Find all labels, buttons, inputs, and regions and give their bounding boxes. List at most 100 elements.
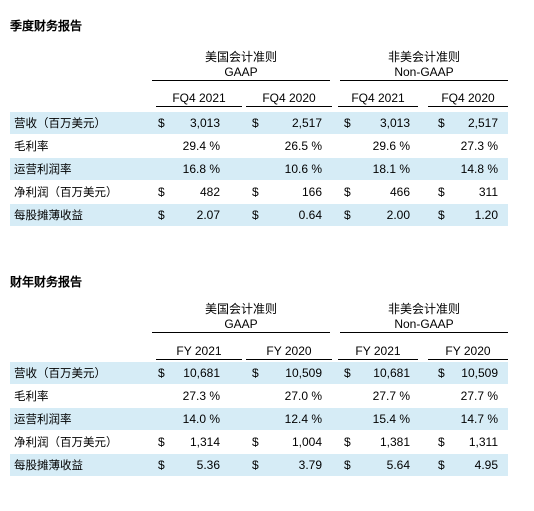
cell-value: 482 — [199, 185, 220, 199]
currency-symbol: $ — [438, 366, 445, 380]
nongaap-label-en: Non-GAAP — [394, 65, 454, 79]
row-label: 毛利率 — [14, 389, 49, 403]
cell-value: 3,013 — [379, 116, 410, 130]
cell-value: 10,681 — [183, 366, 220, 380]
cell-value: 12.4 % — [284, 412, 322, 426]
table-row: 营收（百万美元） $3,013 $2,517 $3,013 $2,517 — [10, 112, 508, 134]
column-header: FY 2020 — [428, 343, 508, 360]
cell-value: 3.79 — [298, 458, 322, 472]
currency-symbol: $ — [158, 208, 165, 222]
cell-value: 5.64 — [386, 458, 410, 472]
nongaap-group-header: 非美会计准则 Non-GAAP — [340, 302, 508, 333]
gaap-label-zh: 美国会计准则 — [204, 302, 277, 316]
currency-symbol: $ — [344, 185, 351, 199]
currency-symbol: $ — [344, 458, 351, 472]
cell-value: 166 — [301, 185, 322, 199]
cell-value: 26.5 % — [284, 139, 322, 153]
currency-symbol: $ — [438, 208, 445, 222]
column-header: FY 2020 — [246, 343, 332, 360]
row-label: 净利润（百万美元） — [14, 435, 118, 449]
table-row: 运营利润率 14.0 % 12.4 % 15.4 % 14.7 % — [10, 408, 508, 430]
currency-symbol: $ — [438, 185, 445, 199]
gaap-group-header: 美国会计准则 GAAP — [152, 50, 330, 81]
column-header: FQ4 2020 — [246, 90, 332, 107]
table-row: 每股摊薄收益 $5.36 $3.79 $5.64 $4.95 — [10, 454, 508, 476]
gaap-label-zh: 美国会计准则 — [204, 50, 277, 64]
cell-value: 3,013 — [189, 116, 220, 130]
currency-symbol: $ — [252, 185, 259, 199]
cell-value: 27.3 % — [460, 139, 498, 153]
cell-value: 2.07 — [196, 208, 220, 222]
table-row: 毛利率 27.3 % 27.0 % 27.7 % 27.7 % — [10, 385, 508, 407]
gaap-label-en: GAAP — [224, 65, 258, 79]
section-title: 季度财务报告 — [10, 19, 83, 33]
row-label: 毛利率 — [14, 139, 49, 153]
cell-value: 2,517 — [467, 116, 498, 130]
column-header: FQ4 2021 — [338, 90, 418, 107]
currency-symbol: $ — [438, 116, 445, 130]
cell-value: 0.64 — [298, 208, 322, 222]
cell-value: 10,509 — [461, 366, 498, 380]
section-title: 财年财务报告 — [10, 275, 83, 289]
cell-value: 10,509 — [285, 366, 322, 380]
currency-symbol: $ — [252, 458, 259, 472]
cell-value: 10,681 — [373, 366, 410, 380]
cell-value: 16.8 % — [182, 162, 220, 176]
cell-value: 27.0 % — [284, 389, 322, 403]
cell-value: 27.3 % — [182, 389, 220, 403]
table-row: 净利润（百万美元） $482 $166 $466 $311 — [10, 181, 508, 203]
gaap-label-en: GAAP — [224, 317, 258, 331]
cell-value: 15.4 % — [372, 412, 410, 426]
table-row: 运营利润率 16.8 % 10.6 % 18.1 % 14.8 % — [10, 158, 508, 180]
currency-symbol: $ — [158, 366, 165, 380]
cell-value: 29.6 % — [372, 139, 410, 153]
currency-symbol: $ — [158, 116, 165, 130]
table-row: 净利润（百万美元） $1,314 $1,004 $1,381 $1,311 — [10, 431, 508, 453]
cell-value: 29.4 % — [182, 139, 220, 153]
table-row: 营收（百万美元） $10,681 $10,509 $10,681 $10,509 — [10, 362, 508, 384]
table-row: 每股摊薄收益 $2.07 $0.64 $2.00 $1.20 — [10, 204, 508, 226]
currency-symbol: $ — [158, 458, 165, 472]
column-header: FY 2021 — [156, 343, 242, 360]
row-label: 净利润（百万美元） — [14, 185, 118, 199]
nongaap-label-zh: 非美会计准则 — [387, 50, 460, 64]
gaap-group-header: 美国会计准则 GAAP — [152, 302, 330, 333]
nongaap-group-header: 非美会计准则 Non-GAAP — [340, 50, 508, 81]
currency-symbol: $ — [252, 116, 259, 130]
row-label: 每股摊薄收益 — [14, 458, 83, 472]
cell-value: 10.6 % — [284, 162, 322, 176]
cell-value: 2.00 — [386, 208, 410, 222]
cell-value: 1,314 — [189, 435, 220, 449]
currency-symbol: $ — [158, 435, 165, 449]
cell-value: 2,517 — [291, 116, 322, 130]
cell-value: 18.1 % — [372, 162, 410, 176]
column-header: FQ4 2021 — [156, 90, 242, 107]
currency-symbol: $ — [344, 116, 351, 130]
row-label: 每股摊薄收益 — [14, 208, 83, 222]
currency-symbol: $ — [252, 366, 259, 380]
cell-value: 1,004 — [291, 435, 322, 449]
cell-value: 311 — [478, 185, 498, 199]
currency-symbol: $ — [344, 208, 351, 222]
nongaap-label-en: Non-GAAP — [394, 317, 454, 331]
currency-symbol: $ — [438, 435, 445, 449]
row-label: 营收（百万美元） — [14, 116, 106, 130]
currency-symbol: $ — [438, 458, 445, 472]
column-header: FQ4 2020 — [428, 90, 508, 107]
cell-value: 5.36 — [196, 458, 220, 472]
currency-symbol: $ — [158, 185, 165, 199]
cell-value: 4.95 — [474, 458, 498, 472]
cell-value: 14.0 % — [182, 412, 220, 426]
cell-value: 466 — [389, 185, 410, 199]
cell-value: 27.7 % — [372, 389, 410, 403]
cell-value: 27.7 % — [460, 389, 498, 403]
column-header: FY 2021 — [338, 343, 418, 360]
row-label: 运营利润率 — [14, 412, 72, 426]
cell-value: 14.7 % — [460, 412, 498, 426]
table-row: 毛利率 29.4 % 26.5 % 29.6 % 27.3 % — [10, 135, 508, 157]
currency-symbol: $ — [252, 208, 259, 222]
currency-symbol: $ — [252, 435, 259, 449]
cell-value: 14.8 % — [460, 162, 498, 176]
currency-symbol: $ — [344, 366, 351, 380]
cell-value: 1,311 — [468, 435, 498, 449]
